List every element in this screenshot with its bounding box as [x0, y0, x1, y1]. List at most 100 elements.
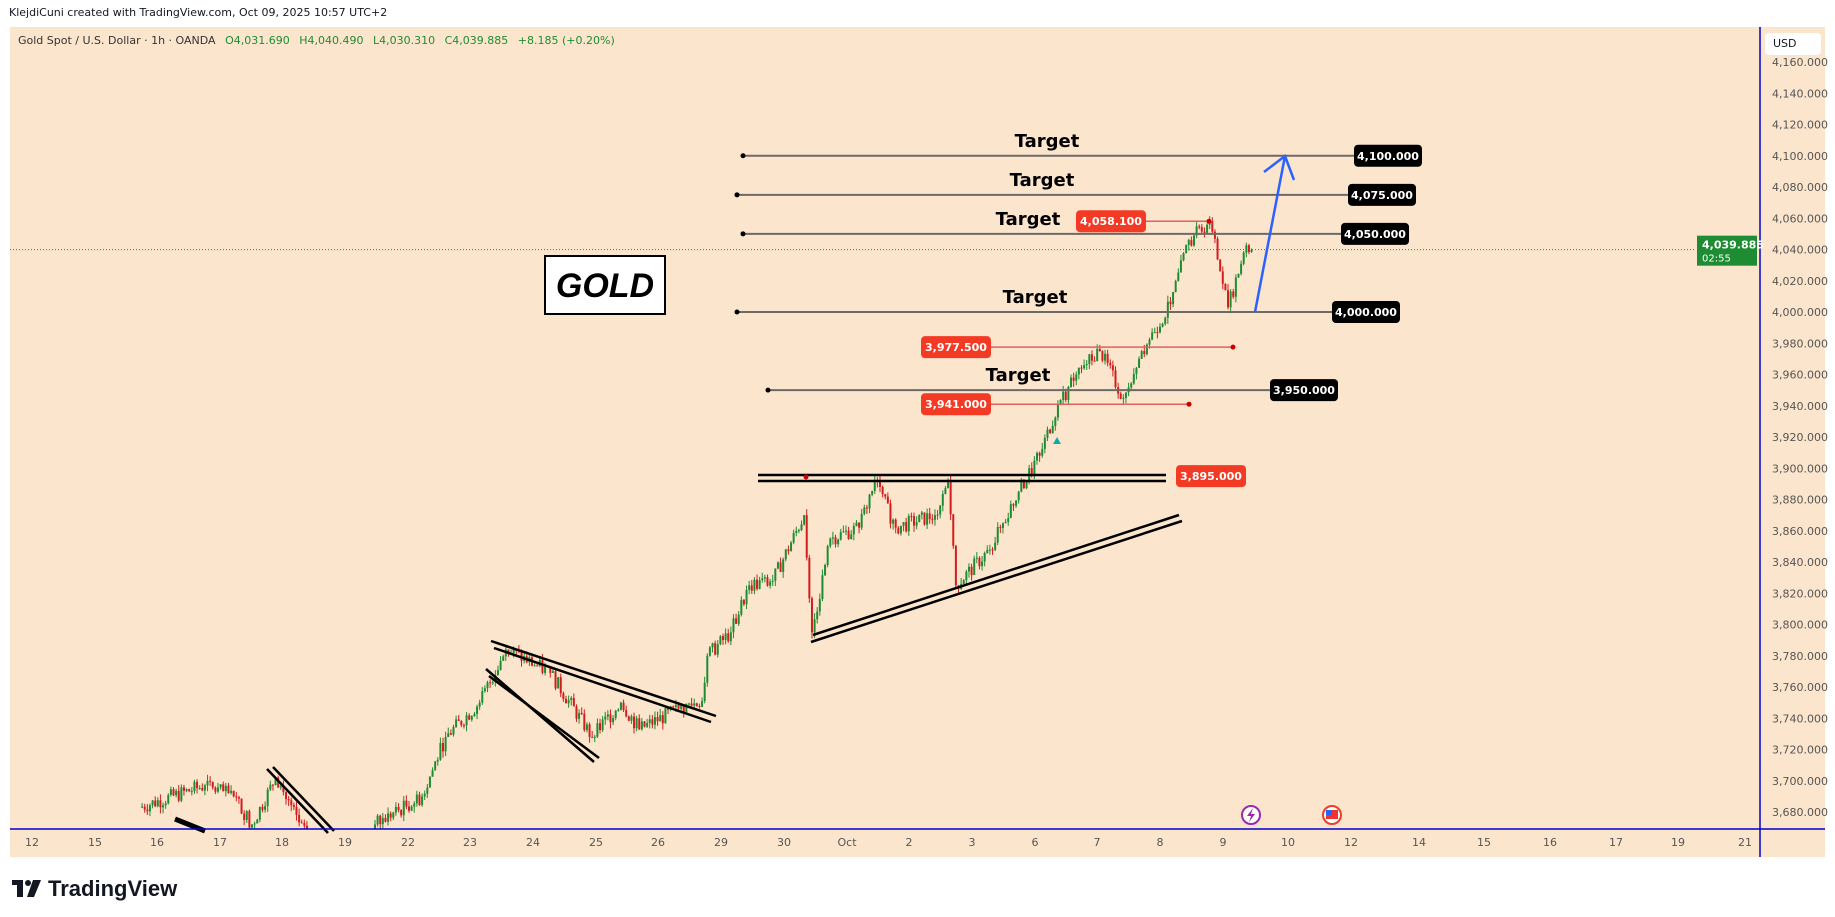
- price-tick-label: 4,140.000: [1772, 87, 1828, 100]
- candle-up: [1164, 317, 1167, 324]
- target-line-handle: [734, 192, 740, 198]
- candle-down: [1200, 227, 1203, 232]
- candle-up: [557, 677, 560, 689]
- candle-up: [1138, 358, 1141, 368]
- time-tick-label: 15: [88, 836, 102, 849]
- candle-up: [1245, 245, 1248, 253]
- candle-down: [661, 715, 664, 724]
- target-price-label: 4,050.000: [1344, 228, 1406, 241]
- candle-up: [844, 530, 847, 532]
- price-tick-label: 3,700.000: [1772, 775, 1828, 788]
- target-price-box: [1341, 222, 1409, 245]
- candle-up: [693, 703, 696, 706]
- trendline-handle: [803, 474, 809, 480]
- candle-up: [850, 534, 853, 539]
- price-tick-label: 3,720.000: [1772, 744, 1828, 757]
- candle-up: [685, 703, 688, 713]
- currency-selector[interactable]: USD: [1765, 33, 1821, 55]
- trendline: [488, 674, 600, 760]
- candle-down: [559, 677, 562, 694]
- candle-up: [973, 558, 976, 576]
- symbol-legend: Gold Spot / U.S. Dollar · 1h · OANDA O4,…: [18, 34, 615, 47]
- candle-up: [415, 794, 418, 804]
- candle-down: [1224, 283, 1227, 291]
- candle-up: [687, 703, 690, 705]
- candle-up: [784, 549, 787, 560]
- candle-up: [1009, 504, 1012, 518]
- candle-down: [188, 789, 191, 792]
- price-tick-label: 3,880.000: [1772, 494, 1828, 507]
- candle-down: [143, 806, 146, 810]
- price-tick-label: 4,040.000: [1772, 244, 1828, 257]
- candle-up: [436, 759, 439, 762]
- candle-down: [1227, 290, 1230, 308]
- candle-down: [507, 649, 510, 654]
- candle-down: [1114, 370, 1117, 388]
- candle-up: [324, 852, 326, 854]
- candle-up: [1195, 226, 1198, 236]
- price-tick-label: 4,000.000: [1772, 306, 1828, 319]
- tradingview-logo: TradingView: [12, 876, 177, 902]
- candle-up: [151, 800, 154, 806]
- candle-up: [745, 589, 748, 605]
- candle-down: [405, 800, 408, 807]
- trendline: [810, 519, 1183, 644]
- candle-down: [952, 514, 955, 546]
- candle-up: [193, 781, 196, 792]
- candle-up: [230, 790, 233, 794]
- candle-up: [983, 553, 986, 562]
- symbol-name[interactable]: Gold Spot / U.S. Dollar · 1h · OANDA: [18, 34, 216, 47]
- price-tick-label: 4,060.000: [1772, 212, 1828, 225]
- candle-up: [619, 702, 622, 710]
- candle-down: [282, 786, 285, 793]
- candle-down: [575, 706, 578, 719]
- candle-down: [261, 806, 264, 810]
- candle-up: [965, 571, 968, 581]
- time-tick-label: 30: [777, 836, 791, 849]
- target-line-handle: [740, 231, 746, 237]
- candle-up: [701, 701, 704, 707]
- candle-up: [1148, 339, 1151, 345]
- candle-up: [947, 480, 950, 489]
- target-price-box: [1332, 301, 1400, 323]
- time-tick-label: 21: [1738, 836, 1752, 849]
- candle-up: [476, 706, 479, 714]
- candle-down: [285, 792, 288, 800]
- candle-up: [1083, 365, 1086, 369]
- candle-down: [327, 852, 329, 859]
- target-price-label: 4,000.000: [1335, 306, 1397, 319]
- candle-up: [826, 546, 829, 566]
- candle-up: [724, 633, 727, 640]
- candle-up: [1062, 391, 1065, 400]
- candle-down: [298, 814, 301, 823]
- candle-up: [551, 671, 554, 673]
- candle-down: [1247, 245, 1250, 253]
- candle-up: [716, 644, 719, 655]
- time-tick-label: 7: [1094, 836, 1101, 849]
- candle-down: [300, 822, 303, 824]
- chart-panel[interactable]: [10, 27, 1825, 857]
- candle-down: [303, 822, 306, 826]
- time-tick-label: 16: [150, 836, 164, 849]
- candle-down: [931, 519, 934, 521]
- candle-up: [465, 715, 468, 726]
- candle-up: [855, 522, 858, 526]
- candle-up: [431, 770, 434, 777]
- candle-up: [413, 803, 416, 807]
- trendline: [812, 513, 1180, 637]
- candle-up: [219, 784, 222, 788]
- candle-down: [1090, 354, 1093, 361]
- candle-up: [664, 708, 667, 724]
- lightning-glyph-icon: [1247, 808, 1255, 822]
- candle-down: [913, 516, 916, 526]
- candle-down: [1213, 231, 1216, 239]
- candle-up: [1158, 326, 1161, 333]
- candle-down: [695, 703, 698, 707]
- candle-up: [141, 806, 144, 808]
- candle-up: [729, 632, 732, 642]
- candle-down: [643, 721, 646, 727]
- candle-up: [1124, 392, 1127, 398]
- candle-up: [732, 618, 735, 633]
- us-flag-canton: [1326, 810, 1332, 815]
